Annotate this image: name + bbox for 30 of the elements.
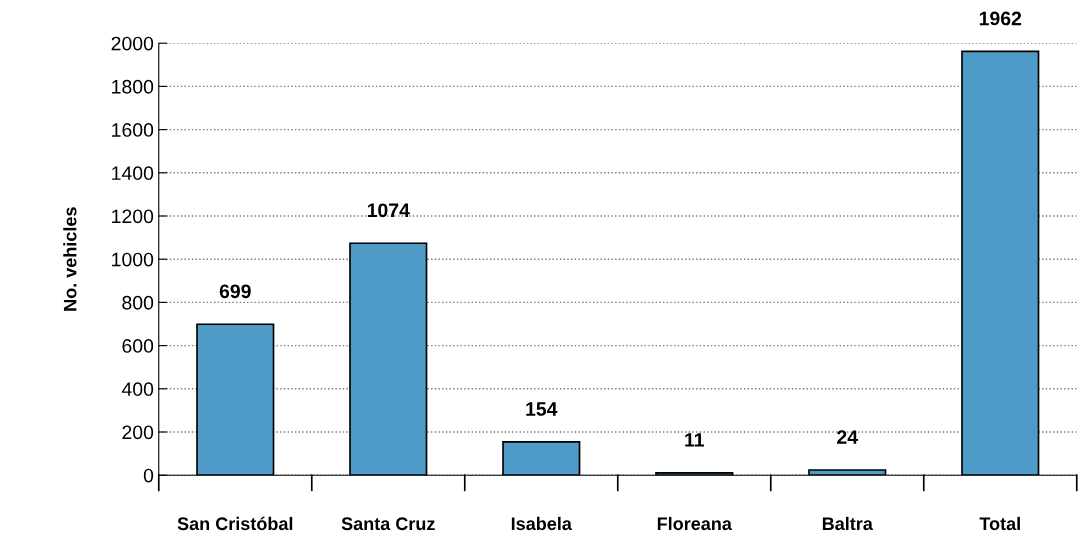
x-tick-label: San Cristóbal — [177, 516, 293, 531]
y-tick-label: 1400 — [112, 166, 154, 181]
data-label: 1074 — [367, 203, 410, 218]
y-tick-label: 800 — [122, 295, 154, 310]
x-tick-label: Total — [979, 516, 1020, 531]
y-tick-label: 400 — [121, 382, 154, 397]
data-label: 11 — [685, 433, 704, 447]
y-tick-label: 0 — [143, 468, 154, 483]
bar — [349, 242, 428, 476]
data-label: 1962 — [979, 11, 1022, 26]
y-tick-label: 1000 — [112, 252, 154, 267]
y-tick-label: 600 — [122, 339, 154, 353]
x-tick-label: Floreana — [657, 516, 732, 531]
data-label: 699 — [219, 284, 251, 299]
y-tick-label: 200 — [122, 425, 154, 440]
y-tick-label: 1200 — [112, 209, 154, 224]
x-tick-label: Isabela — [511, 516, 572, 531]
bar — [502, 441, 581, 476]
y-axis-title: No. vehicles — [63, 207, 77, 311]
y-tick-label: 1600 — [112, 123, 154, 137]
x-tick-label: Santa Cruz — [341, 517, 435, 531]
bar — [655, 471, 734, 476]
bar — [196, 323, 275, 476]
bar — [808, 469, 887, 476]
bar — [961, 50, 1040, 476]
data-label: 24 — [837, 430, 858, 444]
x-tick-label: Baltra — [822, 516, 873, 531]
y-tick-label: 1800 — [112, 79, 154, 94]
data-label: 154 — [526, 402, 558, 416]
y-tick-label: 2000 — [111, 36, 154, 51]
